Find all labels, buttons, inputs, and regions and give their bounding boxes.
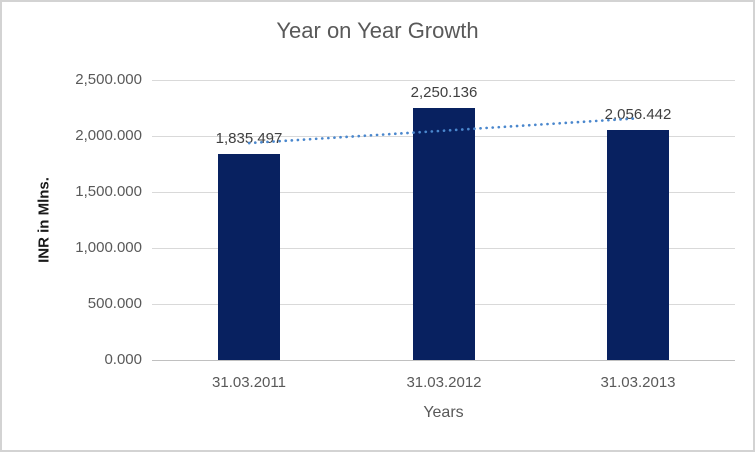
data-label: 1,835.497 — [215, 130, 283, 147]
bar-31.03.2012 — [413, 108, 475, 360]
y-tick-label: 500.000 — [87, 295, 142, 312]
bar-31.03.2013 — [607, 130, 669, 360]
x-tick-label: 31.03.2011 — [212, 374, 286, 391]
data-label: 2,056.442 — [604, 106, 672, 123]
data-label: 2,250.136 — [410, 84, 478, 101]
x-tick-label: 31.03.2013 — [600, 374, 676, 391]
y-tick-label: 2,000.000 — [75, 127, 142, 144]
y-tick-label: 2,500.000 — [75, 71, 142, 88]
bar-31.03.2011 — [218, 154, 280, 360]
x-axis-title: Years — [423, 404, 464, 421]
chart-title: Year on Year Growth — [276, 18, 479, 43]
y-tick-label: 1,500.000 — [75, 183, 142, 200]
y-tick-label: 0.000 — [104, 351, 142, 368]
y-tick-label: 1,000.000 — [75, 239, 142, 256]
x-tick-label: 31.03.2012 — [406, 374, 482, 391]
x-axis-line — [152, 360, 735, 361]
y-gridline — [152, 80, 735, 81]
